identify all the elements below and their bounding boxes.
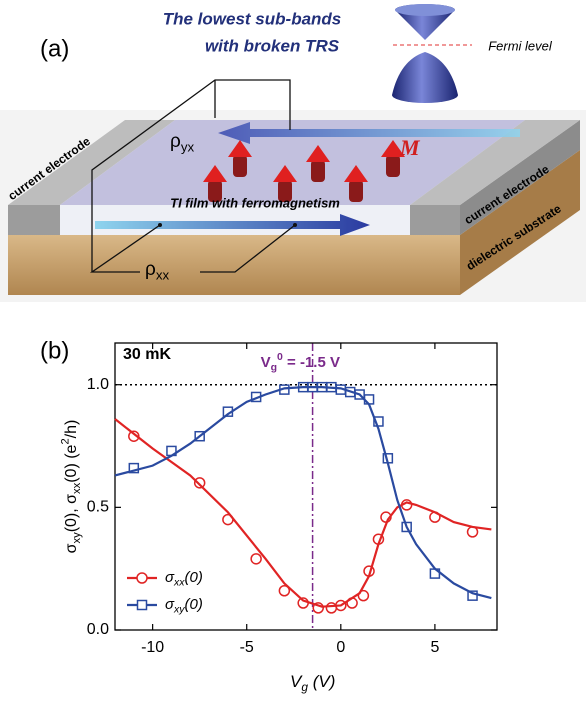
marker [250,391,262,403]
text-part: (V) [308,672,335,691]
text-part: (0) ( [63,453,80,483]
upper-cone-top [395,4,455,16]
marker [194,430,205,442]
fit-curve [114,418,492,608]
lower-cone [392,52,458,103]
text-part: xx [173,576,185,588]
text-part: ρ [170,131,181,152]
text-part: ρ [145,259,156,280]
legend-marker [136,572,148,584]
marker [429,568,441,579]
rho-xx: ρxx [145,259,169,282]
marker [128,430,140,442]
text-part: 2 [60,438,72,444]
title-line: The lowest sub-bands [163,9,342,28]
right-electrode-front [410,205,460,235]
marker [372,533,385,545]
y-tick-label: 0.5 [87,499,109,516]
magnetization-label: M [399,135,421,160]
wires [89,79,296,273]
legend-label: σxx(0) [165,569,203,588]
marker [466,526,479,538]
marker [312,602,324,614]
substrate-front [8,235,460,295]
text-part: V [290,672,303,691]
text-part: σ [165,596,175,613]
chart: -10 -5 0 50.00.51.030 mK Vg0 = -1.5 VVg (V)σ… [60,342,498,694]
marker [193,477,206,489]
marker [400,499,413,511]
hall-arrow [218,122,520,144]
marker [401,521,412,533]
text-part: xy [71,532,83,544]
text-part: σ [63,543,80,553]
right-electrode-top [410,120,580,205]
marker [279,384,290,395]
y-tick-label: 1.0 [87,376,109,393]
marker [222,406,234,417]
x-tick-label: 0 [336,639,345,656]
x-tick-label: -10 [141,639,164,656]
text-part: (0) [185,569,203,586]
x-axis-label: Vg (V) [290,672,335,694]
plot-frame [114,342,498,631]
marker [363,394,375,405]
text-part: xx [71,482,83,494]
rho-yx: ρyx [170,131,194,154]
marker [429,511,441,523]
marker [128,462,140,474]
text-part: xy [173,603,185,615]
text-part: xx [156,267,170,282]
text-part: g [271,361,277,373]
text-part: (0), [63,504,80,532]
text-part: /h) [63,420,80,439]
text-part: = -1.5 V [283,354,340,371]
text-part: V [261,354,271,371]
panel-label: (a) [40,35,69,62]
marker [250,553,262,565]
left-electrode-top [8,120,175,205]
current-arrow [95,214,370,236]
temperature-label: 30 mK [123,346,171,363]
text-part: (0) [185,596,203,613]
marker [382,453,394,464]
film-top [60,120,525,205]
spin-arrows [203,140,405,202]
marker [222,513,234,526]
film-label: TI film with ferromagnetism [170,195,340,210]
text-part: σ [165,569,175,586]
text-part: σ [63,494,80,504]
marker [373,416,384,427]
marker [357,589,370,602]
text-part: yx [181,139,195,154]
text-part: e [63,444,80,453]
schematic [0,4,586,302]
x-tick-label: 5 [430,639,439,656]
text-part: g [301,680,308,694]
annotation: Vg0 = -1.5 V [261,351,340,374]
marker [166,445,177,457]
y-axis-label: σxy(0), σxx(0) (e2/h) [60,420,83,554]
marker [278,585,291,597]
marker [363,565,375,577]
x-tick-label: -5 [240,639,254,656]
marker [335,599,347,612]
left-electrode-front [8,205,60,235]
marker [467,590,478,601]
title-line: with broken TRS [205,36,340,55]
marker [297,597,309,609]
fit-curve [114,386,492,600]
fermi-label: Fermi level [488,38,553,53]
marker [325,602,338,614]
marker [346,597,358,609]
marker [380,511,392,523]
substrate-side [460,150,580,295]
legend-marker [136,599,148,611]
y-tick-label: 0.0 [87,621,109,638]
legend-label: σxy(0) [165,596,203,615]
panel-label: (b) [40,337,69,364]
text-part: 0 [277,351,283,363]
electrode-side [460,120,580,235]
